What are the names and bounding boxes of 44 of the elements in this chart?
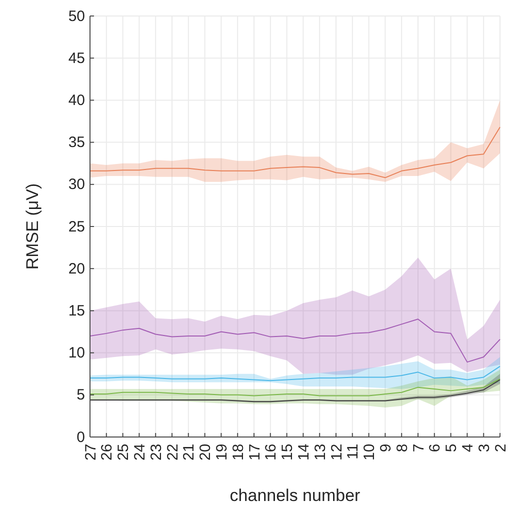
line-series (90, 379, 500, 402)
x-tick-label: 14 (295, 444, 312, 460)
x-tick-label: 24 (131, 444, 148, 460)
y-tick-label: 35 (68, 134, 85, 152)
x-tick-label: 4 (459, 444, 476, 452)
y-tick-label: 5 (76, 386, 85, 404)
y-tick-label: 50 (68, 8, 85, 25)
y-tick-label: 25 (68, 218, 85, 236)
y-tick-label: 10 (68, 344, 85, 362)
x-tick-label: 16 (262, 444, 280, 460)
x-tick-label: 11 (344, 444, 362, 460)
x-tick-label: 23 (148, 444, 165, 460)
x-tick-label: 5 (443, 444, 460, 452)
x-tick-label: 21 (180, 444, 198, 460)
x-tick-label: 18 (230, 444, 247, 460)
line-series (90, 378, 500, 396)
x-tick-label: 7 (410, 444, 428, 452)
x-tick-label: 22 (164, 444, 182, 460)
x-tick-label: 19 (213, 444, 230, 460)
x-tick-label: 9 (377, 444, 394, 452)
x-tick-label: 13 (312, 444, 329, 460)
x-tick-label: 17 (246, 444, 264, 460)
line-series (90, 366, 500, 382)
line-series (90, 318, 500, 363)
x-tick-label: 10 (361, 444, 378, 460)
x-tick-label: 8 (394, 444, 411, 452)
y-tick-label: 0 (76, 428, 85, 446)
x-tick-label: 6 (426, 444, 444, 452)
y-tick-label: 45 (68, 50, 85, 67)
x-tick-label: 26 (98, 444, 116, 460)
x-tick-label: 2 (492, 444, 510, 452)
x-tick-label: 15 (279, 444, 296, 460)
y-tick-label: 15 (68, 302, 85, 320)
x-tick-label: 25 (115, 444, 132, 460)
y-tick-label: 20 (68, 260, 85, 278)
x-tick-label: 3 (476, 444, 493, 452)
x-axis-title: channels number (230, 486, 361, 505)
x-tick-label: 20 (197, 444, 214, 460)
x-tick-label: 12 (328, 444, 346, 460)
x-tick-label: 27 (82, 444, 100, 460)
y-tick-label: 30 (68, 176, 85, 194)
y-tick-label: 40 (68, 92, 85, 109)
line-series (90, 126, 500, 178)
y-axis-title: RMSE (μV) (23, 183, 42, 270)
